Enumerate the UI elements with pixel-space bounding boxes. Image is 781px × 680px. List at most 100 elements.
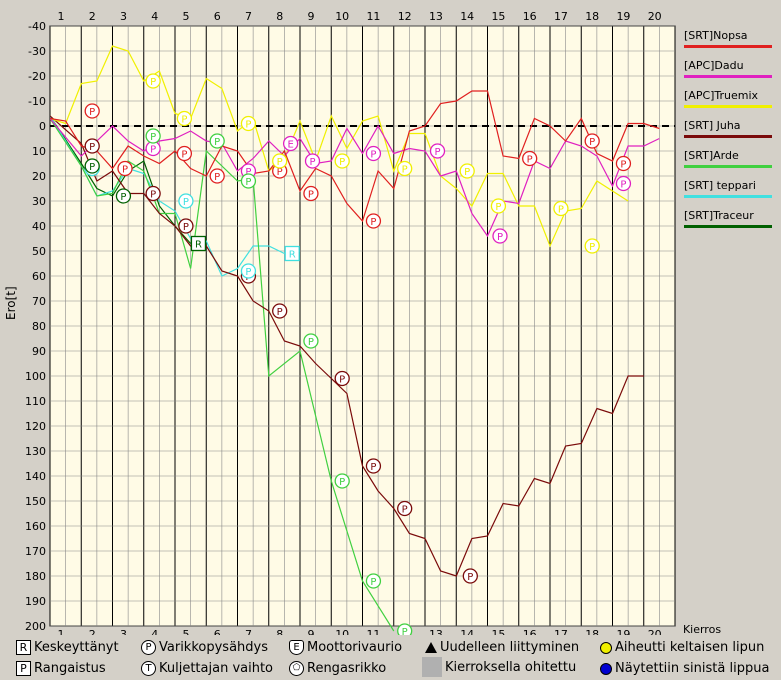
pitstop-marker — [209, 168, 225, 184]
marker-label: P — [370, 150, 376, 161]
x-tick-label-top: 5 — [182, 10, 189, 23]
legend-swatch — [684, 165, 772, 168]
y-tick-label: 120 — [25, 420, 46, 433]
pitstop-marker — [584, 133, 600, 149]
x-tick-label-top: 19 — [616, 10, 630, 23]
marker-label: P — [464, 167, 470, 178]
marker-label: P — [245, 167, 251, 178]
marker-label: P — [339, 375, 345, 386]
pitstop-marker — [209, 133, 225, 149]
pitstop-marker — [365, 458, 382, 474]
pitstop-marker — [240, 173, 257, 189]
legend-item: [SRT] Juha — [684, 119, 776, 138]
retired-marker — [284, 245, 300, 262]
x-tick-label-top: 14 — [460, 10, 474, 23]
x-tick-label: 4 — [151, 628, 158, 635]
x-tick-label: 6 — [214, 628, 221, 635]
y-tick-label: 190 — [25, 595, 46, 608]
pitstop-icon: P — [141, 640, 156, 655]
pitstop-marker — [240, 263, 257, 279]
pitstop-marker — [397, 623, 413, 635]
y-tick-label: 160 — [25, 520, 46, 533]
key-kuljettajan-vaihto: T Kuljettajan vaihto — [141, 661, 273, 676]
retired-marker — [190, 235, 207, 252]
x-tick-label-top: 8 — [276, 10, 283, 23]
pitstop-marker — [365, 573, 382, 589]
key-moottorivaurio: E Moottorivaurio — [289, 640, 402, 655]
marker-label: P — [122, 165, 128, 176]
marker-label: P — [370, 462, 376, 473]
x-tick-label: 10 — [335, 628, 349, 635]
pitstop-marker — [334, 473, 350, 489]
puncture-icon: ⬠ — [289, 661, 304, 676]
x-tick-label: 3 — [120, 628, 127, 635]
pitstop-marker — [584, 238, 600, 254]
x-tick-label-top: 3 — [120, 10, 127, 23]
x-tick-label: 1 — [57, 628, 64, 635]
x-tick-label: 11 — [366, 628, 380, 635]
marker-label: P — [370, 577, 376, 588]
x-tick-label-top: 4 — [151, 10, 158, 23]
marker-label: P — [181, 150, 187, 161]
marker-label: P — [214, 137, 220, 148]
legend-label: [SRT]Nopsa — [684, 29, 748, 42]
y-tick-label: 20 — [32, 170, 46, 183]
pitstop-marker — [334, 370, 350, 387]
marker-label: P — [150, 132, 156, 143]
marker-label: P — [277, 307, 283, 318]
marker-label: P — [120, 192, 126, 203]
series-line — [50, 90, 660, 223]
series-line — [50, 115, 285, 277]
legend-item: [APC]Dadu — [684, 59, 776, 78]
pitstop-marker — [365, 145, 382, 162]
pitstop-marker — [178, 193, 194, 209]
rejoin-icon — [425, 642, 437, 653]
key-sininen-lippu: Näytettiin sinistä lippua — [600, 661, 769, 676]
y-tick-label: 100 — [25, 370, 46, 383]
x-tick-label: 14 — [460, 628, 474, 635]
pitstop-marker — [522, 150, 538, 167]
x-tick-label: 5 — [182, 628, 189, 635]
marker-label: P — [277, 167, 283, 178]
pitstop-marker — [397, 160, 413, 177]
legend-item: [SRT] teppari — [684, 179, 776, 198]
pitstop-marker — [429, 143, 446, 159]
x-tick-label-top: 2 — [89, 10, 96, 23]
engine-failure-icon: E — [289, 640, 304, 655]
marker-label: P — [402, 165, 408, 176]
pitstop-marker — [176, 145, 193, 162]
marker-label: P — [245, 177, 251, 188]
y-tick-label: 40 — [32, 220, 46, 233]
x-tick-label: 16 — [523, 628, 537, 635]
legend-swatch — [684, 225, 772, 228]
legend-item: [SRT]Traceur — [684, 209, 776, 228]
legend-item: [APC]Truemix — [684, 89, 776, 108]
retired-icon: R — [16, 640, 31, 655]
x-tick-label-top: 18 — [585, 10, 599, 23]
yellow-flag-icon — [600, 641, 612, 654]
y-tick-label: 110 — [25, 395, 46, 408]
pitstop-marker — [462, 568, 478, 584]
x-tick-label-top: 12 — [398, 10, 412, 23]
marker-label: R — [195, 240, 202, 251]
x-tick-label: 8 — [276, 628, 283, 635]
marker-label: P — [339, 477, 345, 488]
y-tick-label: 10 — [32, 145, 46, 158]
legend-label: [SRT] Juha — [684, 119, 741, 132]
marker-label: P — [497, 232, 503, 243]
x-tick-label: 17 — [554, 628, 568, 635]
x-tick-label: 13 — [429, 628, 443, 635]
marker-label: P — [245, 120, 251, 131]
pitstop-marker — [334, 153, 350, 169]
pitstop-marker — [490, 198, 507, 214]
y-tick-label: 130 — [25, 445, 46, 458]
marker-label: P — [150, 77, 156, 88]
key-keltainen-lippu: Aiheutti keltaisen lipun — [600, 640, 764, 655]
y-tick-label: -40 — [28, 20, 46, 33]
key-rangaistus: P Rangaistus — [16, 661, 106, 676]
marker-label: P — [589, 137, 595, 148]
pitstop-marker — [397, 500, 413, 517]
x-tick-label: 9 — [307, 628, 314, 635]
marker-label: P — [277, 157, 283, 168]
pitstop-marker — [459, 163, 475, 179]
